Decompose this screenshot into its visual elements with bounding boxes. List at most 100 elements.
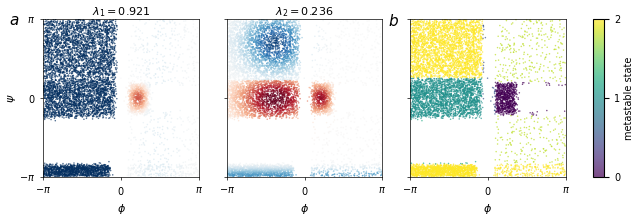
Point xyxy=(92,81,102,85)
Point xyxy=(461,109,472,112)
Point xyxy=(70,174,81,178)
Point xyxy=(239,86,249,89)
Point xyxy=(420,71,431,74)
Point xyxy=(109,27,119,31)
Point xyxy=(358,174,368,177)
Point xyxy=(452,37,462,40)
Point xyxy=(61,89,72,93)
Point xyxy=(430,101,440,104)
Point xyxy=(253,66,264,69)
Point xyxy=(49,93,60,96)
Point xyxy=(76,42,86,46)
Point xyxy=(284,163,294,166)
Point xyxy=(91,84,101,88)
Point xyxy=(56,170,67,174)
Point xyxy=(463,29,474,33)
Point xyxy=(83,71,93,74)
Point xyxy=(324,105,335,109)
Point xyxy=(99,168,109,172)
Point xyxy=(46,170,56,174)
Point xyxy=(316,107,326,111)
Point xyxy=(260,170,270,173)
Point xyxy=(102,27,112,30)
Point xyxy=(44,65,54,69)
Point xyxy=(493,111,504,115)
Point xyxy=(230,169,241,172)
Point xyxy=(229,81,239,85)
Point xyxy=(428,169,438,172)
Point xyxy=(431,87,442,90)
Point xyxy=(238,166,248,170)
Point xyxy=(454,40,465,44)
Point xyxy=(52,84,63,88)
Point xyxy=(230,52,240,56)
Point xyxy=(280,102,291,105)
Point xyxy=(536,22,547,25)
Point xyxy=(253,174,263,178)
Point xyxy=(472,51,483,55)
Point xyxy=(268,73,278,77)
Point xyxy=(250,99,260,103)
Point xyxy=(412,72,422,75)
Point xyxy=(77,172,88,176)
Point xyxy=(102,60,113,64)
Point xyxy=(420,95,431,98)
Point xyxy=(222,169,232,173)
Point xyxy=(81,59,92,62)
Point xyxy=(235,170,245,174)
Point xyxy=(449,61,460,65)
Point xyxy=(513,172,523,176)
Point xyxy=(269,165,279,168)
Point xyxy=(419,166,429,170)
Point xyxy=(268,170,278,174)
Point xyxy=(421,174,431,178)
Point xyxy=(429,31,439,34)
Point xyxy=(459,36,469,39)
Point xyxy=(260,166,271,170)
Point xyxy=(40,90,50,94)
Point xyxy=(452,79,462,83)
Point xyxy=(40,88,51,92)
Point xyxy=(287,36,298,39)
Point xyxy=(406,95,417,99)
Point xyxy=(439,71,449,75)
Point xyxy=(144,85,154,89)
Point xyxy=(254,97,264,101)
Point xyxy=(338,142,348,146)
Point xyxy=(237,101,247,105)
Point xyxy=(409,41,419,44)
Point xyxy=(290,23,300,27)
Point xyxy=(134,97,145,101)
Point xyxy=(54,24,64,27)
Point xyxy=(42,84,52,88)
Point xyxy=(428,52,438,55)
Point xyxy=(241,165,251,168)
Point xyxy=(456,99,466,102)
Point xyxy=(461,97,471,101)
Point xyxy=(234,20,244,24)
Point xyxy=(100,86,110,90)
Point xyxy=(106,46,116,49)
Point xyxy=(109,35,119,38)
Point xyxy=(285,82,295,85)
Point xyxy=(467,21,477,24)
Point xyxy=(476,56,486,60)
Point xyxy=(426,116,436,120)
Point xyxy=(234,54,244,57)
Point xyxy=(438,28,448,32)
Point xyxy=(429,167,440,171)
Point xyxy=(436,166,446,170)
Point xyxy=(226,84,236,88)
Point xyxy=(45,24,55,27)
Point xyxy=(40,91,51,95)
Point xyxy=(96,94,106,98)
Point xyxy=(429,97,440,101)
Point xyxy=(99,111,109,114)
Point xyxy=(491,167,501,170)
Point xyxy=(463,29,474,32)
Point xyxy=(85,97,95,101)
Point xyxy=(466,50,476,54)
Point xyxy=(285,40,295,44)
Point xyxy=(42,34,52,38)
Point xyxy=(95,165,105,169)
